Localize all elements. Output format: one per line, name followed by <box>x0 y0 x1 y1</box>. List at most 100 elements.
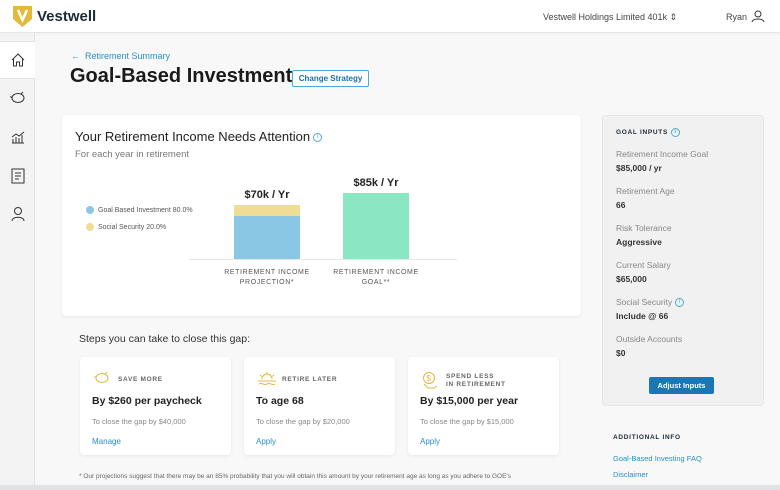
home-icon <box>11 53 24 67</box>
income-title-text: Your Retirement Income Needs Attention <box>75 129 311 144</box>
sunset-icon <box>257 371 277 392</box>
info-icon[interactable]: i <box>675 298 685 308</box>
top-header: Vestwell Vestwell Holdings Limited 401k … <box>0 0 780 33</box>
legend-label: Social Security 20.0% <box>98 223 167 231</box>
faq-link[interactable]: Goal-Based Investing FAQ <box>613 454 702 463</box>
svg-text:$: $ <box>427 374 432 383</box>
piggy-bank-icon <box>93 371 111 390</box>
bar-income-goal <box>343 193 409 259</box>
page-title: Goal-Based Investment <box>70 65 293 87</box>
x-tick-line: PROJECTION* <box>239 279 295 286</box>
sidebar <box>0 33 35 490</box>
step-label-line: SPEND LESS <box>446 373 495 380</box>
legend-item-goal: Goal Based Investment 80.0% <box>86 206 193 214</box>
step-label-line: SAVE MORE <box>118 376 163 383</box>
data-label: $85k / Yr <box>353 177 399 189</box>
change-strategy-button[interactable]: Change Strategy <box>292 70 369 87</box>
input-label-text: Risk Tolerance <box>616 223 672 233</box>
step-action-link[interactable]: Apply <box>256 437 277 446</box>
step-label: SAVE MORE <box>118 376 163 384</box>
input-value: $85,000 / yr <box>616 163 662 173</box>
legend-swatch <box>86 223 94 231</box>
user-icon[interactable] <box>751 9 765 23</box>
input-label: Retirement Age <box>616 186 675 196</box>
additional-info-heading: ADDITIONAL INFO <box>613 434 681 441</box>
sidebar-item-savings[interactable] <box>0 79 35 117</box>
sidebar-item-documents[interactable] <box>0 157 35 195</box>
vestwell-logo[interactable] <box>13 6 32 27</box>
step-value: To age 68 <box>256 395 304 407</box>
x-tick-label: RETIREMENT INCOME PROJECTION* <box>212 268 322 288</box>
user-name[interactable]: Ryan <box>726 12 748 22</box>
chart-icon <box>11 131 24 144</box>
legend-swatch <box>86 206 94 214</box>
input-value: $65,000 <box>616 274 647 284</box>
input-label-text: Current Salary <box>616 260 671 270</box>
bar-social-security <box>234 204 300 216</box>
document-icon <box>11 168 24 184</box>
input-label-text: Outside Accounts <box>616 334 683 344</box>
bottom-bar <box>0 485 780 490</box>
input-label-text: Retirement Income Goal <box>616 149 709 159</box>
x-tick-line: GOAL** <box>361 279 391 286</box>
dollar-down-icon: $ <box>421 371 439 394</box>
step-label-line: IN RETIREMENT <box>446 381 506 388</box>
step-description: To close the gap by $15,000 <box>420 417 514 426</box>
step-value: By $260 per paycheck <box>92 395 202 407</box>
step-description: To close the gap by $20,000 <box>256 417 350 426</box>
step-label: SPEND LESS IN RETIREMENT <box>446 373 506 389</box>
input-label: Current Salary <box>616 260 671 270</box>
bar-goal-investment <box>234 215 300 259</box>
income-card-title: Your Retirement Income Needs Attention i <box>75 129 323 144</box>
step-card: SAVE MORE By $260 per paycheck To close … <box>80 357 231 455</box>
steps-heading: Steps you can take to close this gap: <box>79 333 251 345</box>
brand-name: Vestwell <box>37 8 97 25</box>
back-link-label: Retirement Summary <box>85 51 171 61</box>
info-icon[interactable]: i <box>671 128 681 137</box>
input-label: Social Security i <box>616 297 685 308</box>
sort-icon: ⇕ <box>669 12 678 22</box>
info-icon[interactable]: i <box>313 133 323 143</box>
goal-inputs-heading: GOAL INPUTS i <box>616 128 681 137</box>
input-label: Outside Accounts <box>616 334 682 344</box>
sidebar-item-profile[interactable] <box>0 195 35 233</box>
step-action-link[interactable]: Apply <box>420 437 441 446</box>
input-value: Include @ 66 <box>616 311 669 321</box>
goal-inputs-heading-text: GOAL INPUTS <box>616 129 669 137</box>
plan-selector[interactable]: Vestwell Holdings Limited 401k ⇕ <box>543 12 677 23</box>
input-label: Risk Tolerance <box>616 223 672 233</box>
plan-name: Vestwell Holdings Limited 401k <box>543 12 668 22</box>
back-link[interactable]: ← Retirement Summary <box>71 51 170 61</box>
step-label-line: RETIRE LATER <box>282 376 338 383</box>
goal-inputs-panel: GOAL INPUTS i Retirement Income Goal $85,0… <box>602 115 764 406</box>
arrow-left-icon: ← <box>71 51 80 61</box>
income-card: Your Retirement Income Needs Attention i … <box>62 115 581 316</box>
x-tick-line: RETIREMENT INCOME <box>224 269 310 276</box>
user-icon <box>11 207 24 222</box>
sidebar-item-home[interactable] <box>0 41 35 79</box>
input-label: Retirement Income Goal <box>616 149 708 159</box>
step-label: RETIRE LATER <box>282 376 337 384</box>
income-card-subtitle: For each year in retirement <box>75 149 190 160</box>
step-card: RETIRE LATER To age 68 To close the gap … <box>244 357 395 455</box>
data-label: $70k / Yr <box>244 188 290 201</box>
input-value: Aggressive <box>616 237 662 247</box>
step-description: To close the gap by $40,000 <box>92 417 186 426</box>
adjust-inputs-button[interactable]: Adjust Inputs <box>649 377 714 394</box>
input-label-text: Social Security <box>616 297 673 307</box>
input-label-text: Retirement Age <box>616 186 675 196</box>
input-value: 66 <box>616 200 626 210</box>
step-action-link[interactable]: Manage <box>92 437 121 446</box>
legend-label: Goal Based Investment 80.0% <box>98 206 193 214</box>
x-tick-line: RETIREMENT INCOME <box>333 269 419 276</box>
step-card: $ SPEND LESS IN RETIREMENT By $15,000 per… <box>408 357 559 455</box>
step-value: By $15,000 per year <box>420 395 519 407</box>
x-tick-label: RETIREMENT INCOME GOAL** <box>321 268 431 288</box>
sidebar-item-performance[interactable] <box>0 118 35 156</box>
footnote: * Our projections suggest that there may… <box>79 473 511 480</box>
piggy-bank-icon <box>9 91 24 103</box>
x-axis-line <box>189 259 457 260</box>
input-value: $0 <box>616 348 626 358</box>
disclaimer-link[interactable]: Disclaimer <box>613 470 649 479</box>
legend-item-social: Social Security 20.0% <box>86 223 166 231</box>
